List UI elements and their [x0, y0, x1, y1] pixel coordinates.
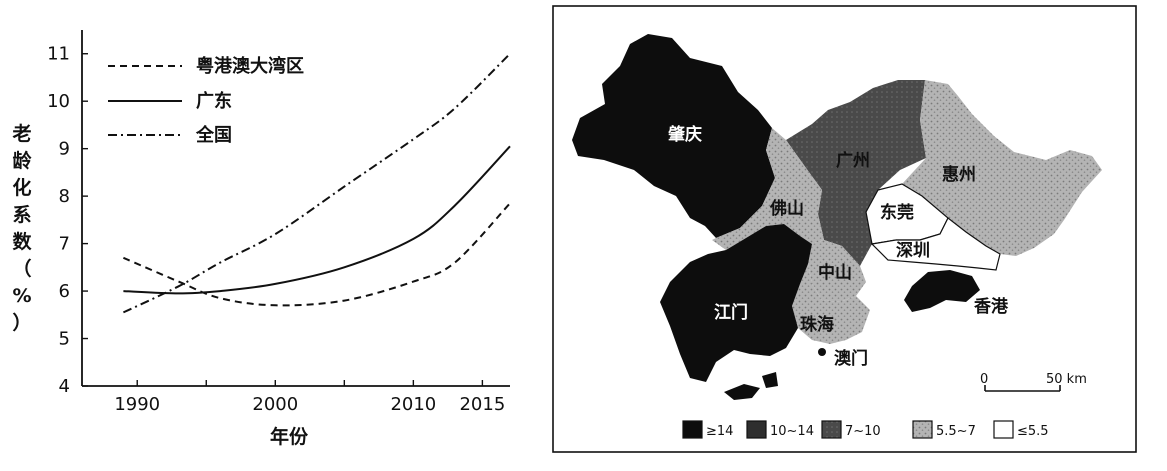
label-guangzhou: 广州 [836, 150, 870, 171]
gba-aging-map: 肇庆 广州 惠州 佛山 东莞 深圳 中山 江门 珠海 澳门 香港 0 50 km… [552, 5, 1137, 453]
map-legend-label: ≤5.5 [1017, 424, 1049, 439]
scale-bar: 0 50 km [980, 372, 1087, 392]
label-shenzhen: 深圳 [896, 240, 930, 261]
y-tick-label: 7 [59, 234, 70, 255]
region-zhaoqing [572, 34, 775, 238]
x-tick-label: 2010 [390, 394, 436, 415]
region-jiangmen [660, 224, 812, 382]
region-guangzhou [786, 80, 926, 266]
y-axis-title: 老龄化系数（%） [12, 122, 32, 334]
series-lines [122, 52, 511, 314]
map-legend-swatch [821, 420, 842, 439]
label-macau: 澳门 [834, 348, 868, 369]
series-line-1 [123, 145, 511, 295]
series-line-0 [123, 202, 511, 307]
y-tick-label: 4 [59, 376, 70, 397]
y-tick-label: 6 [59, 281, 70, 302]
map-legend-label: 7~10 [845, 424, 881, 439]
legend-label-gba: 粤港澳大湾区 [196, 55, 304, 77]
map-legend-swatch [993, 420, 1014, 439]
legend-label-guangdong: 广东 [196, 90, 232, 112]
label-zhuhai: 珠海 [800, 314, 834, 335]
region-hongkong [904, 270, 980, 312]
x-tick-labels: 1990 2000 2010 2015 [114, 380, 505, 415]
label-huizhou: 惠州 [942, 164, 976, 185]
region-huizhou [902, 80, 1102, 256]
y-tick-label: 10 [47, 91, 70, 112]
y-tick-labels: 4 5 6 7 8 9 10 11 [47, 44, 88, 397]
legend-label-national: 全国 [195, 124, 232, 146]
series-line-2 [122, 52, 511, 314]
map-legend: ≥14 10~14 7~10 5.5~7 ≤5.5 [682, 420, 1049, 439]
x-tick-label: 2015 [459, 394, 505, 415]
y-tick-label: 11 [47, 44, 70, 65]
map-legend-swatch [912, 420, 933, 439]
region-zhongshan [808, 240, 866, 302]
label-foshan: 佛山 [769, 198, 804, 219]
label-hongkong: 香港 [974, 296, 1009, 317]
chart-legend: 粤港澳大湾区 广东 全国 [108, 55, 304, 146]
aging-line-chart: 4 5 6 7 8 9 10 11 1990 2000 2010 2015 粤港澳大湾区 广东 全国… [12, 30, 511, 448]
y-tick-label: 5 [59, 329, 70, 350]
y-tick-label: 8 [59, 186, 70, 207]
label-zhongshan: 中山 [818, 262, 852, 283]
label-zhaoqing: 肇庆 [668, 124, 702, 145]
region-jiangmen-islands [724, 372, 778, 400]
x-axis-title: 年份 [270, 425, 309, 448]
region-shenzhen [870, 217, 1001, 271]
label-jiangmen: 江门 [714, 302, 748, 323]
label-dongguan: 东莞 [880, 202, 914, 223]
scale-end-label: 50 km [1046, 372, 1087, 387]
scale-start-label: 0 [980, 372, 988, 387]
region-zhuhai [792, 264, 870, 344]
region-foshan [712, 128, 824, 250]
map-legend-swatch [682, 420, 703, 439]
x-tick-label: 1990 [114, 394, 160, 415]
x-tick-label: 2000 [252, 394, 298, 415]
region-macau [818, 348, 826, 356]
chart-axes [81, 30, 510, 387]
y-tick-label: 9 [59, 139, 70, 160]
map-legend-label: 10~14 [770, 424, 814, 439]
map-legend-label: 5.5~7 [936, 424, 976, 439]
map-legend-swatch [746, 420, 767, 439]
map-legend-label: ≥14 [706, 424, 733, 439]
